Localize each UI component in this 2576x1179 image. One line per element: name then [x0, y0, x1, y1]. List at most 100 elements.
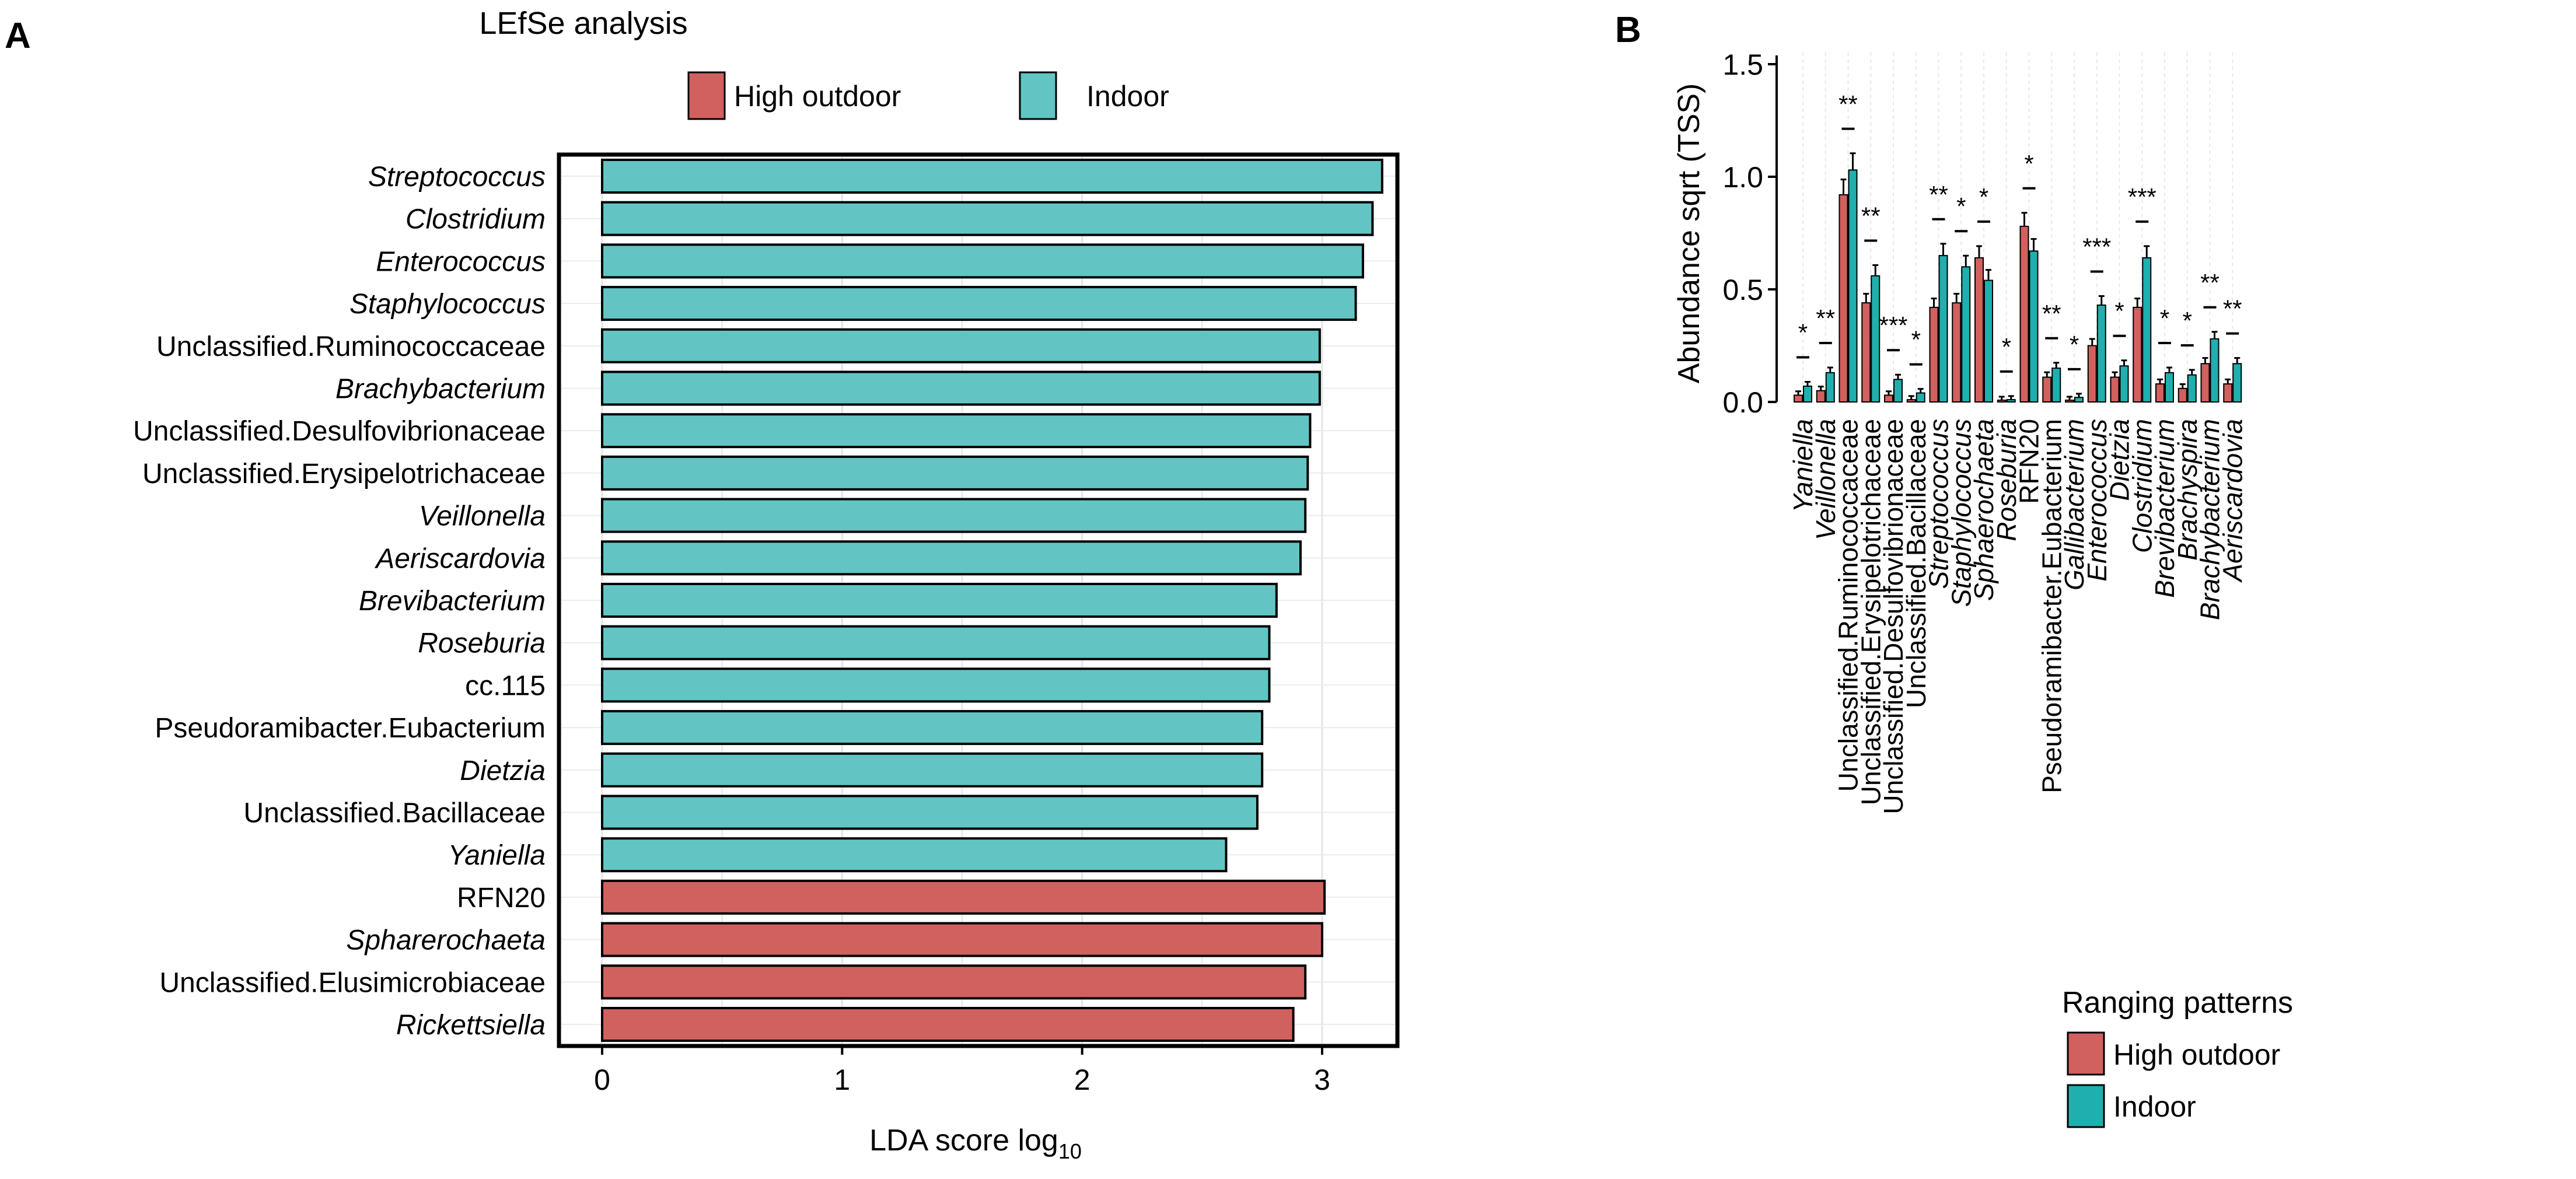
chart-b-errorbar-indoor-unclassified-ruminococcaceae: [1850, 152, 1856, 170]
chart-a-label-aeriscardovia: Aeriscardovia: [374, 543, 546, 574]
chart-b-label-unclassified-bacillaceae: Unclassified.Bacillaceae: [1901, 419, 1931, 708]
chart-a-bar-spharerochaeta: [601, 922, 1323, 957]
chart-b-errorbar-indoor-brevibacterium: [2166, 366, 2172, 373]
chart-b-errorbar-indoor-unclassified-desulfovibrionaceae: [1895, 373, 1901, 380]
chart-b-bar-indoor-unclassified-erysipelotrichaceae: [1871, 275, 1881, 403]
chart-b-bar-indoor-gallibacterium: [2074, 397, 2084, 403]
chart-b-errorbar-indoor-rfn20: [2030, 238, 2037, 251]
chart-b-bar-indoor-clostridium: [2142, 257, 2152, 403]
chart-a-x-tick-label: 3: [1314, 1063, 1330, 1096]
chart-b-legend-title: Ranging patterns: [2062, 986, 2293, 1020]
legend-label-high-outdoor: High outdoor: [734, 80, 901, 113]
chart-a-bar-rfn20: [601, 879, 1326, 915]
chart-a-label-unclassified-erysipelotrichaceae: Unclassified.Erysipelotrichaceae: [142, 459, 546, 489]
chart-b-label-gallibacterium: Gallibacterium: [2059, 419, 2089, 590]
chart-a-bar-pseudoramibacter-eubacterium: [601, 710, 1264, 746]
chart-b-errorbar-indoor-veillonella: [1827, 366, 1833, 373]
chart-a-label-unclassified-ruminococcaceae: Unclassified.Ruminococcaceae: [156, 331, 546, 362]
chart-b-significance-stars-rfn20: *: [2024, 150, 2033, 177]
chart-a-x-tick-label: 0: [594, 1063, 610, 1096]
chart-b-label-pseudoramibacter-eubacterium: Pseudoramibacter.Eubacterium: [2036, 419, 2067, 793]
chart-a-label-cc-115: cc.115: [465, 670, 546, 701]
chart-b-bar-indoor-rfn20: [2029, 250, 2039, 403]
chart-a-label-clostridium: Clostridium: [406, 204, 546, 235]
chart-a-bar-yaniella: [601, 837, 1228, 873]
chart-b-errorbar-high-outdoor-rfn20: [2021, 212, 2028, 226]
chart-b-errorbar-high-outdoor-dietzia: [2112, 371, 2118, 377]
chart-b-label-enterococcus: Enterococcus: [2082, 419, 2112, 582]
chart-b-significance-stars-enterococcus: ***: [2082, 233, 2111, 261]
chart-b-legend-swatch-high-outdoor: [2067, 1031, 2105, 1076]
chart-a-x-tick-label: 2: [1074, 1063, 1090, 1096]
chart-a-x-axis-title-subscript: 10: [1058, 1139, 1082, 1163]
chart-a-bar-streptococcus: [601, 159, 1383, 194]
chart-b-bar-high-outdoor-brevibacterium: [2155, 383, 2165, 403]
chart-b-y-tick-label: 0.5: [1722, 274, 1763, 306]
chart-b-y-tick-label: 1.5: [1722, 48, 1763, 81]
chart-b-bar-indoor-dietzia: [2119, 365, 2129, 403]
chart-b-errorbar-high-outdoor-unclassified-erysipelotrichaceae: [1863, 292, 1869, 303]
chart-a-legend: High outdoor Indoor: [687, 71, 1169, 120]
chart-b-errorbar-indoor-sphaerochaeta: [1986, 269, 1991, 281]
chart-a-label-spharerochaeta: Spharerochaeta: [346, 925, 546, 956]
chart-b-significance-stars-roseburia: *: [2002, 333, 2011, 361]
chart-a-label-unclassified-elusimicrobiaceae: Unclassified.Elusimicrobiaceae: [159, 967, 546, 998]
chart-b-bar-high-outdoor-enterococcus: [2087, 345, 2097, 403]
chart-b-bar-high-outdoor-dietzia: [2110, 376, 2120, 403]
chart-b-bar-high-outdoor-veillonella: [1816, 390, 1826, 403]
chart-b-bar-high-outdoor-unclassified-desulfovibrionaceae: [1884, 394, 1893, 403]
chart-b-significance-stars-gallibacterium: *: [2070, 331, 2079, 358]
chart-a-title: LEfSe analysis: [479, 6, 687, 41]
chart-b-significance-stars-clostridium: ***: [2128, 183, 2156, 211]
chart-a-bar-aeriscardovia: [601, 540, 1302, 576]
chart-b-bar-high-outdoor-pseudoramibacter-eubacterium: [2042, 376, 2052, 403]
chart-b-significance-stars-unclassified-bacillaceae: *: [1911, 326, 1921, 354]
chart-a-bar-roseburia: [601, 625, 1271, 660]
chart-b-label-clostridium: Clostridium: [2127, 419, 2157, 553]
chart-a-label-unclassified-bacillaceae: Unclassified.Bacillaceae: [243, 798, 546, 829]
chart-a-bar-brevibacterium: [601, 583, 1278, 618]
chart-b-errorbar-high-outdoor-roseburia: [1998, 396, 2005, 400]
chart-b-bar-indoor-brachyspira: [2187, 374, 2197, 403]
panel-a-lefse-chart: LEfSe analysis High outdoor Indoor Strep…: [133, 6, 1400, 1163]
chart-a-label-enterococcus: Enterococcus: [376, 246, 546, 277]
chart-b-errorbar-high-outdoor-clostridium: [2134, 298, 2141, 307]
chart-b-significance-stars-aeriscardovia: **: [2223, 295, 2242, 323]
chart-b-errorbar-indoor-clostridium: [2144, 245, 2150, 258]
chart-b-category-labels: YaniellaVeillonellaUnclassified.Ruminoco…: [1788, 419, 2248, 814]
chart-b-bar-high-outdoor-clostridium: [2133, 306, 2142, 403]
chart-b-gridlines: [1802, 53, 2234, 402]
chart-b-errorbar-indoor-dietzia: [2121, 359, 2127, 366]
chart-b-y-tick-label: 1.0: [1722, 161, 1763, 194]
chart-a-label-unclassified-desulfovibrionaceae: Unclassified.Desulfovibrionaceae: [133, 416, 546, 447]
chart-b-bar-indoor-unclassified-ruminococcaceae: [1848, 169, 1858, 403]
chart-b-bar-indoor-brevibacterium: [2165, 372, 2174, 403]
chart-b-bar-indoor-enterococcus: [2096, 305, 2106, 403]
chart-a-x-axis-title: LDA score log10: [869, 1124, 1082, 1163]
chart-b-errorbar-indoor-brachybacterium: [2211, 331, 2218, 339]
chart-b-label-rfn20: RFN20: [2014, 419, 2044, 504]
chart-a-label-streptococcus: Streptococcus: [368, 162, 546, 193]
chart-b-significance-stars-streptococcus: **: [1929, 181, 1948, 208]
chart-b-label-sphaerochaeta: Sphaerochaeta: [1969, 419, 1999, 601]
chart-b-bar-high-outdoor-yaniella: [1794, 394, 1803, 403]
chart-b-bar-indoor-unclassified-desulfovibrionaceae: [1893, 379, 1903, 403]
chart-b-errorbar-high-outdoor-unclassified-desulfovibrionaceae: [1886, 390, 1892, 396]
legend-label-indoor: Indoor: [1086, 80, 1169, 113]
chart-a-label-pseudoramibacter-eubacterium: Pseudoramibacter.Eubacterium: [155, 713, 546, 744]
chart-b-label-veillonella: Veillonella: [1810, 419, 1841, 540]
chart-b-bar-indoor-sphaerochaeta: [1984, 279, 1993, 403]
chart-a-x-ticks: 0 1 2 3: [594, 1046, 1330, 1096]
chart-b-label-roseburia: Roseburia: [1991, 419, 2022, 541]
chart-b-errorbar-indoor-unclassified-erysipelotrichaceae: [1872, 264, 1879, 276]
chart-b-y-tick-label: 0.0: [1722, 386, 1763, 419]
chart-a-bar-rickettsiella: [601, 1007, 1295, 1042]
chart-b-significance-stars-brachybacterium: **: [2200, 269, 2220, 296]
chart-b-significance-stars-brachyspira: *: [2183, 307, 2192, 334]
panel-label-b: B: [1615, 10, 1641, 50]
chart-b-errorbar-high-outdoor-brachyspira: [2179, 383, 2186, 389]
legend-swatch-indoor: [1019, 71, 1057, 120]
chart-b-errorbar-indoor-staphylococcus: [1963, 254, 1969, 267]
chart-b-y-axis: 0.0 0.5 1.0 1.5: [1722, 48, 1778, 419]
